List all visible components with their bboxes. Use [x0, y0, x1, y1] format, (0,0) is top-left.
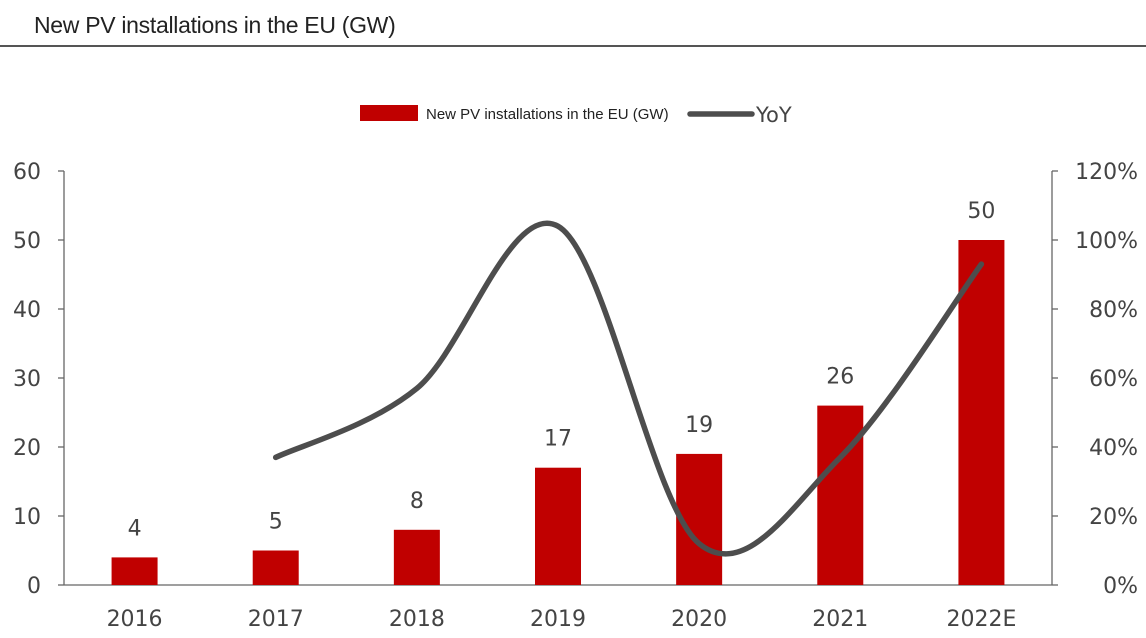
bar	[111, 557, 158, 585]
bar	[393, 529, 440, 585]
legend-line-label: YoY	[755, 103, 792, 127]
x-tick-label: 2022E	[946, 607, 1016, 632]
left-axis-ticks: 0 10 20 30 40 50 60	[13, 160, 64, 599]
bar-data-label: 4	[128, 516, 142, 541]
x-tick-label: 2020	[671, 607, 727, 632]
right-tick-label: 20%	[1089, 505, 1138, 530]
legend-bar-swatch	[360, 105, 418, 121]
x-tick-label: 2021	[812, 607, 868, 632]
legend-bar-label: New PV installations in the EU (GW)	[426, 106, 669, 123]
yoy-line-series	[272, 220, 985, 557]
left-tick-label: 40	[13, 298, 41, 323]
left-tick-label: 0	[27, 574, 41, 599]
right-tick-label: 100%	[1075, 229, 1138, 254]
bar	[252, 550, 299, 585]
right-tick-label: 40%	[1089, 436, 1138, 461]
bar	[535, 467, 581, 585]
x-tick-label: 2018	[389, 607, 445, 632]
bar-data-labels: 4 5 8 17 19 26 50	[128, 199, 996, 541]
title-divider	[0, 45, 1146, 47]
right-tick-label: 0%	[1103, 574, 1138, 599]
left-tick-label: 50	[13, 229, 41, 254]
left-tick-label: 30	[13, 367, 41, 392]
left-tick-label: 20	[13, 436, 41, 461]
bar	[958, 240, 1005, 585]
x-axis-ticks: 2016 2017 2018 2019 2020 2021 2022E	[107, 607, 1017, 632]
x-tick-label: 2016	[107, 607, 163, 632]
left-tick-label: 10	[13, 505, 41, 530]
bar-data-label: 17	[544, 427, 572, 452]
right-tick-label: 80%	[1089, 298, 1138, 323]
yoy-line	[272, 220, 985, 557]
bar-series	[111, 240, 1005, 585]
left-tick-label: 60	[13, 160, 41, 185]
right-axis-ticks: 0% 20% 40% 60% 80% 100% 120%	[1052, 160, 1138, 599]
right-tick-label: 60%	[1089, 367, 1138, 392]
legend: New PV installations in the EU (GW) YoY	[360, 103, 792, 127]
bar-data-label: 8	[410, 489, 424, 514]
x-tick-label: 2019	[530, 607, 586, 632]
bar-data-label: 19	[685, 413, 713, 438]
bar-data-label: 26	[826, 365, 854, 390]
bar-data-label: 50	[967, 199, 995, 224]
x-tick-label: 2017	[248, 607, 304, 632]
right-tick-label: 120%	[1075, 160, 1138, 185]
bar	[817, 405, 864, 585]
bar-data-label: 5	[269, 510, 283, 535]
page-title: New PV installations in the EU (GW)	[34, 12, 396, 38]
